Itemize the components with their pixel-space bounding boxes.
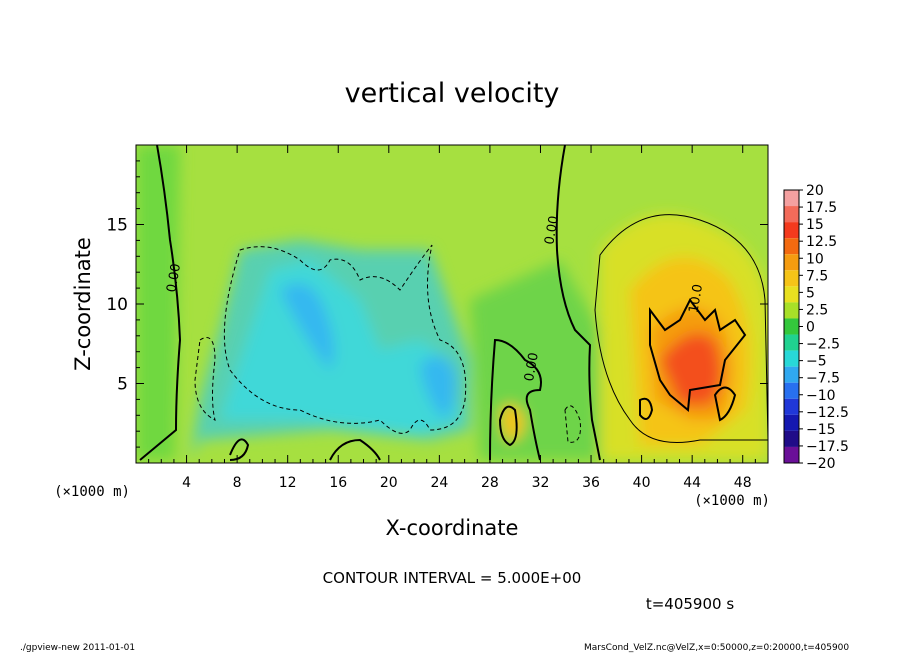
colorbar-label: −7.5 [806, 371, 840, 387]
x-tick-label: 36 [582, 475, 600, 491]
x-tick-label: 12 [279, 475, 297, 491]
contour-lines [139, 145, 768, 461]
contour-plus10-small-a [639, 397, 654, 420]
contour-label: 10.0 [686, 283, 706, 314]
plot-area: 0.00 0.00 0.00 10.0 [136, 145, 768, 463]
contour-labels: 0.00 0.00 0.00 10.0 [164, 215, 706, 383]
x-tick-label: 32 [532, 475, 550, 491]
colorbar-label: −20 [806, 456, 836, 472]
colorbar-swatch [784, 446, 799, 463]
x-tick-label: 8 [233, 475, 242, 491]
contour-label: 0.00 [522, 351, 542, 382]
x-tick-label: 48 [734, 475, 752, 491]
colorbar-label: 17.5 [806, 200, 837, 216]
contour-label: 0.00 [164, 262, 184, 293]
contour-plus5 [594, 214, 768, 443]
contour-plus5-small [498, 405, 518, 447]
field-downdraft-strong-a [280, 283, 334, 370]
colorbar-swatch [784, 382, 799, 399]
colorbar-swatch [784, 398, 799, 415]
chart-title: vertical velocity [345, 78, 560, 109]
colorbar-label: 20 [806, 183, 824, 199]
field-updraft-small [500, 404, 525, 441]
colorbar-label: −17.5 [806, 439, 849, 455]
colorbar-swatch [784, 302, 799, 319]
colorbar-label: 7.5 [806, 268, 828, 284]
colorbar-swatch [784, 190, 799, 207]
x-tick-label: 20 [380, 475, 398, 491]
x-tick-label: 40 [633, 475, 651, 491]
footer-right: MarsCond_VelZ.nc@VelZ,x=0:50000,z=0:2000… [584, 643, 850, 653]
colorbar-label: 10 [806, 251, 824, 267]
y-tick-label: 15 [106, 216, 128, 236]
x-axis-label: X-coordinate [386, 516, 519, 540]
colorbar-swatch [784, 254, 799, 271]
y-tick-label: 5 [117, 375, 128, 395]
colorbar-label: −12.5 [806, 405, 849, 421]
contour-plus10 [649, 298, 747, 412]
x-tick-label: 44 [683, 475, 701, 491]
colorbar-label: 12.5 [806, 234, 837, 250]
contour-plus10-small-b [713, 386, 737, 422]
contour-zero-small-b [329, 438, 381, 461]
colorbar-label: 5 [806, 285, 815, 301]
colorbar-label: −5 [806, 354, 827, 370]
colorbar-label: 0 [806, 320, 815, 336]
colorbar-label: −10 [806, 388, 836, 404]
x-axis: 4 8 12 16 20 24 28 32 36 40 44 48 [148, 145, 756, 491]
y-axis-label: Z-coordinate [71, 237, 95, 371]
field-near-zero-left [136, 145, 180, 460]
x-unit-left: (×1000 m) [54, 484, 130, 500]
contour-minus5-small [194, 337, 216, 421]
colorbar-label: −15 [806, 422, 836, 438]
x-unit-right: (×1000 m) [694, 493, 770, 509]
colorbar-swatch [784, 206, 799, 223]
colorbar-swatch [784, 318, 799, 335]
contour-zero-left [139, 145, 182, 461]
y-tick-label: 10 [106, 295, 128, 315]
y-axis: 5 10 15 [106, 160, 768, 448]
colorbar-swatch [784, 430, 799, 447]
colorbar-label: −2.5 [806, 337, 840, 353]
colorbar-swatch [784, 334, 799, 351]
field-downdraft-strong-b [420, 356, 457, 420]
time-stamp-text: t=405900 s [646, 595, 734, 613]
contour-zero-bump [489, 338, 542, 461]
colorbar-swatch [784, 270, 799, 287]
contour-minus5 [223, 244, 467, 434]
colorbar-swatch [784, 350, 799, 367]
colorbar-swatch [784, 222, 799, 239]
field-downdraft-core [220, 260, 460, 435]
contour-zero-mid [555, 145, 601, 461]
colorbar-swatch [784, 238, 799, 255]
colorbar-swatch [784, 366, 799, 383]
colorbar-swatch [784, 414, 799, 431]
contour-minus5-right [564, 405, 581, 443]
x-tick-label: 4 [182, 475, 191, 491]
colorbar-swatch [784, 286, 799, 303]
contour-interval-text: CONTOUR INTERVAL = 5.000E+00 [323, 569, 582, 587]
contour-label: 0.00 [542, 215, 562, 246]
x-tick-label: 16 [329, 475, 347, 491]
x-tick-label: 24 [430, 475, 448, 491]
colorbar-label: 2.5 [806, 302, 828, 318]
x-tick-label: 28 [481, 475, 499, 491]
contour-zero-small [229, 438, 250, 461]
footer-left: ./gpview-new 2011-01-01 [20, 643, 136, 653]
colorbar-label: 15 [806, 217, 824, 233]
